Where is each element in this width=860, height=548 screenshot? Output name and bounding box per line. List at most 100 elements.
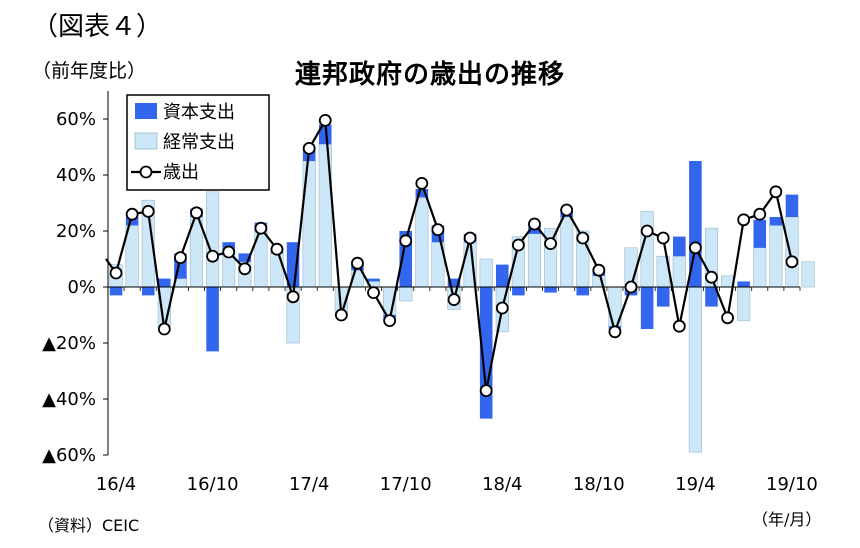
total-spending-point <box>688 241 702 255</box>
source-note: （資料）CEIC <box>38 516 140 535</box>
x-tick-label: 16/10 <box>187 474 239 495</box>
x-axis-unit: （年/月） <box>752 510 822 529</box>
x-tick-label: 16/4 <box>96 474 136 495</box>
capital-spending-bar <box>656 287 670 307</box>
y-axis-label: （前年度比） <box>32 60 147 82</box>
total-spending-point <box>511 238 525 252</box>
total-spending-point <box>254 221 268 235</box>
total-spending-point <box>544 237 557 251</box>
series-line <box>105 114 799 398</box>
tick-labels: 60% 40% 20% 0% ▲20% ▲40% ▲60%16/4 16/10 17/4 17/1… <box>42 109 818 495</box>
capital-spending-bar <box>109 287 123 296</box>
y-tick-label: ▲20% <box>42 333 96 354</box>
current-spending-bar <box>737 286 751 321</box>
capital-spending-bar <box>576 287 590 296</box>
capital-spending-bar <box>141 287 155 296</box>
current-spending-bar <box>270 253 284 288</box>
total-spending-point <box>463 231 477 245</box>
current-spending-bar <box>672 255 686 288</box>
total-spending-point <box>238 262 252 276</box>
total-spending-point <box>608 325 622 339</box>
axes <box>103 91 801 456</box>
total-spending-point <box>640 224 654 238</box>
chart-title: 連邦政府の歳出の推移 <box>294 60 565 90</box>
total-spending-point <box>769 185 783 199</box>
capital-spending-bar <box>640 287 654 329</box>
total-spending-point <box>109 266 123 280</box>
current-spending-bar <box>206 191 220 288</box>
total-spending-point <box>656 231 670 245</box>
y-tick-label: ▲40% <box>42 389 96 410</box>
capital-spending-bar <box>705 287 718 307</box>
total-spending-point <box>206 249 220 263</box>
total-spending-point <box>431 223 445 237</box>
total-spending-point <box>286 290 300 304</box>
x-tick-label: 19/10 <box>766 474 818 495</box>
current-spending-bar <box>801 261 815 288</box>
current-spending-bar <box>753 247 767 288</box>
total-spending-point <box>721 311 734 325</box>
current-spending-bar <box>527 233 542 288</box>
current-spending-bar <box>769 225 783 288</box>
capital-spending-bar <box>769 217 783 226</box>
y-tick-label: ▲60% <box>42 445 96 466</box>
capital-spending-bar <box>496 264 509 287</box>
total-spending-point <box>141 204 155 218</box>
capital-spending-bar <box>544 287 557 293</box>
legend-label-total: 歳出 <box>163 162 199 183</box>
total-spending-point <box>560 203 574 217</box>
legend-label-current: 経常支出 <box>163 132 235 153</box>
total-spending-point <box>318 114 332 127</box>
x-tick-label: 17/4 <box>289 474 329 495</box>
total-spending-point <box>351 256 364 270</box>
capital-spending-bar <box>238 253 252 262</box>
total-spending-point <box>415 176 429 190</box>
total-spending-point <box>125 207 139 221</box>
y-tick-label: 60% <box>56 109 96 130</box>
current-spending-bar <box>415 197 429 288</box>
current-spending-bar <box>785 216 799 288</box>
total-spending-point <box>753 207 767 221</box>
total-spending-point <box>479 384 493 398</box>
capital-spending-bar <box>512 287 525 296</box>
total-spending-point <box>528 217 541 231</box>
y-tick-label: 20% <box>56 221 96 242</box>
total-spending-point <box>334 308 348 322</box>
capital-spending-bar <box>415 189 429 198</box>
x-tick-label: 18/10 <box>573 474 625 495</box>
current-spending-bar <box>560 216 574 288</box>
capital-spending-bar <box>673 236 686 257</box>
total-spending-point <box>367 286 380 300</box>
total-spending-point <box>399 234 413 248</box>
total-spending-point <box>222 245 236 259</box>
total-spending-point <box>190 206 203 220</box>
total-spending-point <box>624 280 638 294</box>
current-spending-bar <box>688 286 702 453</box>
capital-spending-bar <box>206 287 219 352</box>
total-spending-point <box>576 231 590 245</box>
legend-label-capital: 資本支出 <box>163 102 235 123</box>
total-spending-point <box>383 314 397 328</box>
figure-label: （図表４） <box>32 12 163 42</box>
capital-spending-bar <box>158 278 171 287</box>
capital-spending-bar <box>318 124 332 145</box>
y-tick-label: 0% <box>67 277 96 298</box>
x-tick-label: 19/4 <box>675 474 715 495</box>
capital-spending-bar <box>737 281 750 287</box>
legend-swatch-capital <box>135 103 157 119</box>
total-spending-point <box>157 322 171 336</box>
total-spending-point <box>447 293 461 307</box>
capital-spending-bar <box>753 219 767 248</box>
current-spending-bar <box>399 286 413 302</box>
x-tick-label: 18/4 <box>482 474 522 495</box>
total-spending-point <box>672 319 686 333</box>
total-spending-point <box>270 242 284 256</box>
current-spending-bar <box>479 258 493 288</box>
capital-spending-bar <box>125 217 139 226</box>
legend-swatch-current <box>134 132 158 150</box>
current-spending-bar <box>125 225 139 288</box>
total-spending-point <box>495 301 509 315</box>
total-spending-point <box>737 213 751 227</box>
x-tick-label: 17/10 <box>380 474 432 495</box>
